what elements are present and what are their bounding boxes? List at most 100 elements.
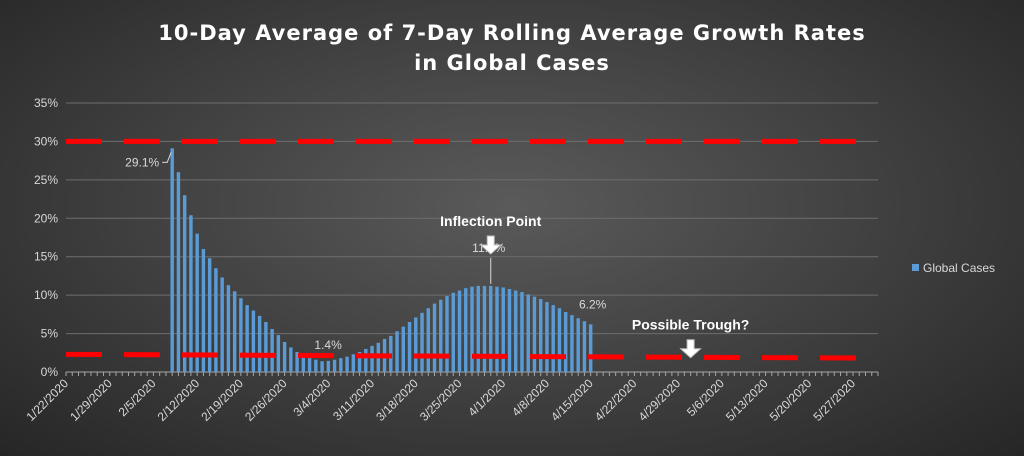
bar <box>489 285 493 372</box>
bar <box>439 299 443 372</box>
chart-title-line-1: 10-Day Average of 7-Day Rolling Average … <box>158 21 866 45</box>
bar <box>576 318 580 372</box>
bar <box>201 249 206 372</box>
bar <box>301 355 306 372</box>
x-tick-label: 4/8/2020 <box>509 376 552 419</box>
bar <box>370 345 374 372</box>
bar <box>320 361 324 372</box>
x-tick-label: 4/15/2020 <box>548 376 596 424</box>
bar <box>551 305 555 372</box>
bar <box>476 285 480 372</box>
bar <box>538 298 543 372</box>
bar <box>407 322 412 372</box>
chart-title: 10-Day Average of 7-Day Rolling Average … <box>0 18 1024 78</box>
down-arrow-icon <box>479 235 503 255</box>
bar <box>432 303 437 372</box>
x-tick-label: 5/20/2020 <box>767 376 815 424</box>
bar <box>507 288 512 372</box>
bar <box>414 317 418 372</box>
bar <box>520 292 524 372</box>
bar <box>282 342 287 372</box>
data-label: 1.4% <box>314 338 342 352</box>
bar <box>182 195 187 372</box>
legend-swatch <box>912 264 919 271</box>
legend-label: Global Cases <box>923 261 995 275</box>
bar <box>395 331 399 372</box>
bar <box>495 286 499 372</box>
bar <box>514 290 518 372</box>
bar <box>526 294 530 372</box>
bar <box>226 285 231 372</box>
bar <box>464 288 468 372</box>
y-tick-label: 15% <box>34 250 58 264</box>
bar <box>426 308 430 372</box>
bar <box>570 315 574 372</box>
data-label-leader <box>162 152 172 163</box>
x-tick-label: 2/19/2020 <box>198 376 246 424</box>
x-tick-label: 3/4/2020 <box>291 376 334 419</box>
reference-line <box>65 351 879 361</box>
x-tick-label: 3/25/2020 <box>417 376 465 424</box>
bar <box>214 268 218 372</box>
bar <box>557 308 562 372</box>
bar <box>207 258 212 372</box>
bar <box>239 298 243 372</box>
bar <box>451 292 455 372</box>
bar <box>289 347 293 372</box>
x-tick-label: 4/1/2020 <box>465 376 508 419</box>
bar <box>220 277 224 372</box>
x-tick-label: 4/29/2020 <box>636 376 684 424</box>
bar <box>189 215 193 372</box>
bar <box>482 285 487 372</box>
y-tick-label: 35% <box>34 96 58 110</box>
bar <box>420 312 424 372</box>
bar <box>401 326 406 372</box>
data-label: 29.1% <box>125 155 159 169</box>
bar <box>457 290 462 372</box>
bar <box>295 352 299 372</box>
bar <box>245 305 249 372</box>
down-arrow-icon <box>679 339 702 359</box>
bar <box>264 322 268 372</box>
bar <box>176 172 181 372</box>
x-tick-label: 2/12/2020 <box>155 376 203 424</box>
y-tick-label: 0% <box>41 365 59 379</box>
y-tick-label: 10% <box>34 288 58 302</box>
bar <box>232 291 237 372</box>
y-tick-label: 30% <box>34 134 58 148</box>
chart-title-line-2: in Global Cases <box>414 51 610 75</box>
annotation-text: Inflection Point <box>440 213 541 229</box>
x-tick-label: 3/11/2020 <box>330 376 377 423</box>
bar <box>251 310 256 372</box>
x-tick-label: 2/26/2020 <box>242 376 290 424</box>
data-label: 6.2% <box>579 297 607 311</box>
bar <box>445 295 449 372</box>
bar <box>364 348 368 372</box>
y-tick-label: 25% <box>34 173 58 187</box>
x-tick-label: 5/27/2020 <box>810 376 858 424</box>
bar <box>307 358 312 372</box>
bar <box>582 321 587 372</box>
x-tick-label: 3/18/2020 <box>373 376 421 424</box>
bar <box>545 302 549 372</box>
bar <box>588 324 593 372</box>
x-tick-label: 4/22/2020 <box>592 376 640 424</box>
bar <box>332 359 337 372</box>
bar <box>314 359 318 372</box>
y-tick-label: 5% <box>41 327 59 341</box>
bar <box>470 286 474 372</box>
bar <box>351 354 356 372</box>
x-tick-label: 5/6/2020 <box>684 376 727 419</box>
bar <box>339 358 343 372</box>
bar <box>501 287 505 372</box>
bar <box>357 352 362 372</box>
bar <box>532 296 537 372</box>
bar <box>270 328 274 372</box>
bar <box>326 360 331 372</box>
bar <box>257 315 262 372</box>
x-tick-label: 1/29/2020 <box>67 376 115 424</box>
bar <box>563 312 568 372</box>
bar <box>195 233 199 372</box>
annotation-text: Possible Trough? <box>632 317 749 333</box>
